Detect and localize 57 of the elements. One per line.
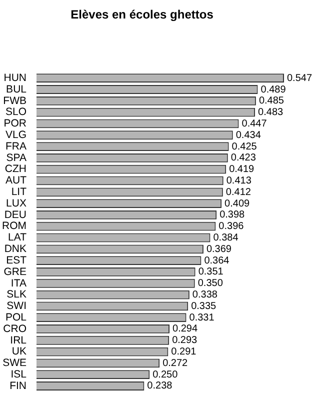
- y-tick-label: FWB: [3, 94, 26, 107]
- y-tick-label: ROM: [2, 220, 26, 232]
- y-tick-label: FRA: [5, 140, 26, 152]
- data-label: 0.396: [218, 221, 244, 232]
- data-label: 0.485: [258, 96, 284, 107]
- y-tick-label: LIT: [11, 186, 28, 198]
- data-label: 0.293: [172, 335, 198, 346]
- data-label: 0.238: [147, 380, 173, 392]
- y-tick-label: POL: [5, 311, 27, 324]
- data-label: 0.547: [287, 72, 312, 84]
- data-label: 0.331: [189, 312, 215, 324]
- y-tick-label: FIN: [10, 380, 26, 392]
- y-tick-label: SWE: [2, 357, 26, 370]
- y-tick-label: CRO: [3, 322, 26, 335]
- data-label: 0.250: [152, 369, 178, 380]
- data-label: 0.434: [236, 130, 262, 141]
- y-tick-label: SLK: [6, 288, 26, 301]
- y-tick-label: AUT: [5, 174, 28, 187]
- y-tick-label: GRE: [4, 266, 26, 278]
- y-tick-label: VLG: [5, 129, 26, 142]
- data-label: 0.369: [206, 244, 232, 255]
- y-tick-label: EST: [6, 254, 28, 266]
- data-label: 0.447: [242, 118, 268, 130]
- y-tick-label: ISL: [10, 368, 27, 380]
- y-tick-label: SPA: [6, 152, 26, 164]
- data-label: 0.291: [171, 346, 197, 358]
- data-label: 0.384: [213, 232, 239, 244]
- data-label: 0.423: [230, 152, 256, 164]
- chart-title: Elèves en écoles ghettos: [70, 8, 214, 22]
- data-label: 0.412: [226, 186, 252, 198]
- y-tick-label: HUN: [4, 72, 26, 84]
- data-label: 0.338: [192, 290, 218, 301]
- y-tick-label: UK: [12, 346, 26, 358]
- y-tick-label: DNK: [4, 243, 26, 256]
- y-tick-label: POR: [4, 118, 27, 130]
- y-tick-label: SLO: [5, 106, 26, 118]
- y-tick-label: CZH: [4, 163, 26, 176]
- data-label: 0.419: [229, 164, 255, 176]
- y-tick-label: LUX: [6, 197, 26, 210]
- data-label: 0.351: [198, 266, 224, 278]
- y-tick-label: IRL: [10, 334, 27, 346]
- data-label: 0.398: [220, 210, 246, 221]
- data-label: 0.483: [258, 107, 284, 118]
- y-tick-label: ITA: [10, 277, 26, 290]
- data-label: 0.364: [204, 255, 230, 266]
- data-label: 0.335: [191, 300, 217, 312]
- y-tick-label: SWI: [6, 300, 26, 312]
- y-tick-label: DEU: [4, 208, 26, 221]
- data-label: 0.425: [232, 141, 258, 152]
- y-tick-label: BUL: [6, 83, 27, 96]
- data-label: 0.350: [198, 278, 224, 290]
- data-label: 0.409: [224, 198, 250, 210]
- data-label: 0.272: [162, 358, 188, 369]
- data-label: 0.489: [260, 84, 286, 96]
- y-tick-label: LAT: [8, 232, 28, 244]
- data-label: 0.294: [172, 324, 198, 335]
- data-label: 0.413: [226, 175, 252, 186]
